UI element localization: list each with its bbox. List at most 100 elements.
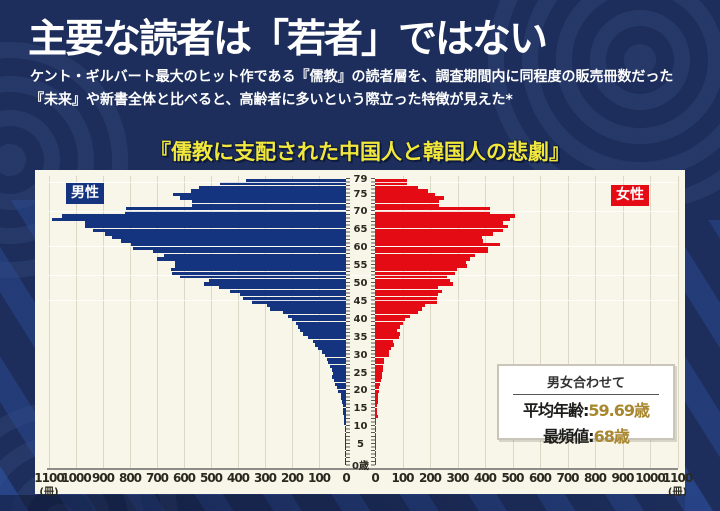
male-bar-age-58 xyxy=(164,253,346,257)
female-bar-age-13 xyxy=(375,414,378,419)
diagonal-stripes-right-edge xyxy=(685,220,720,511)
gridline-left-400 xyxy=(238,176,239,468)
gridline-left-200 xyxy=(292,176,293,468)
male-bar-age-38 xyxy=(298,325,346,329)
female-bar-age-14 xyxy=(375,411,377,415)
female-bar-age-47 xyxy=(375,293,439,297)
x-label-right-600: 600 xyxy=(528,471,552,485)
x-unit-right: (冊) xyxy=(667,487,688,498)
age-label-0: 0歳 xyxy=(352,461,369,472)
male-bar-age-65 xyxy=(93,228,346,232)
age-label-40: 40 xyxy=(353,313,368,325)
x-label-left-1000: 1000 xyxy=(61,471,91,485)
female-bar-age-77 xyxy=(375,185,419,189)
gridline-right-600 xyxy=(540,176,541,468)
male-bar-age-10 xyxy=(344,425,346,429)
female-bar-age-45 xyxy=(375,300,437,304)
x-label-left-300: 300 xyxy=(253,471,277,485)
female-bar-age-33 xyxy=(375,343,395,347)
x-label-left-600: 600 xyxy=(172,471,196,485)
male-bar-age-36 xyxy=(303,332,346,336)
female-bar-age-67 xyxy=(375,221,504,225)
male-bar-age-74 xyxy=(180,196,346,200)
female-bar-age-48 xyxy=(375,289,442,293)
female-bar-age-68 xyxy=(375,217,511,222)
female-bar-age-2 xyxy=(375,454,376,458)
male-bar-age-7 xyxy=(344,436,346,440)
female-bar-age-51 xyxy=(375,278,451,283)
gridline-right-200 xyxy=(430,176,431,468)
x-label-right-900: 900 xyxy=(611,471,634,485)
male-bar-age-28 xyxy=(328,361,346,365)
female-bar-age-6 xyxy=(375,439,376,444)
white-separator-78.5 xyxy=(49,181,678,183)
gridline-left-1100 xyxy=(49,176,50,468)
bottom-shade xyxy=(0,495,720,511)
x-label-left-500: 500 xyxy=(199,471,223,485)
white-separator-70.5 xyxy=(49,210,678,212)
male-bar-age-5 xyxy=(345,443,346,447)
male-bar-age-16 xyxy=(342,404,346,408)
female-bar-age-50 xyxy=(375,282,454,286)
female-bar-age-43 xyxy=(375,307,422,311)
age-label-35: 35 xyxy=(353,331,368,343)
female-bar-age-62 xyxy=(375,239,484,243)
male-bar-age-23 xyxy=(334,379,346,383)
female-bar-age-26 xyxy=(375,368,383,372)
gridline-left-700 xyxy=(157,176,158,468)
female-bar-age-31 xyxy=(375,350,390,354)
lead-paragraph: ケント・ギルバート最大のヒット作である『儒教』の読者層を、調査期間内に同程度の販… xyxy=(30,66,706,112)
female-bar-age-28 xyxy=(375,361,385,365)
male-bar-age-21 xyxy=(337,386,346,390)
male-bar-age-22 xyxy=(335,382,346,386)
age-label-79: 79 xyxy=(353,174,368,186)
male-bar-age-13 xyxy=(343,414,346,419)
x-label-left-800: 800 xyxy=(118,471,142,485)
male-bar-age-42 xyxy=(283,310,346,315)
gridline-right-700 xyxy=(567,176,569,468)
x-label-left-400: 400 xyxy=(226,471,250,485)
female-bar-age-24 xyxy=(375,375,382,379)
male-bar-age-12 xyxy=(344,418,346,422)
female-bar-age-39 xyxy=(375,321,404,326)
male-bar-age-8 xyxy=(344,432,346,436)
gridline-left-300 xyxy=(265,176,266,468)
male-bar-age-67 xyxy=(84,221,346,225)
page-title: 主要な読者は「若者」ではない xyxy=(28,17,548,62)
female-bar-age-16 xyxy=(375,404,378,408)
male-bar-age-70 xyxy=(125,210,346,215)
female-bar-age-15 xyxy=(375,407,378,411)
male-bar-age-11 xyxy=(344,421,346,426)
male-bar-age-33 xyxy=(314,343,346,347)
x-label-right-1000: 1000 xyxy=(635,471,665,485)
male-bar-age-18 xyxy=(341,396,346,401)
summary-average-value: 59.69歳 xyxy=(588,401,650,420)
female-bar-age-23 xyxy=(375,379,381,383)
gridline-left-900 xyxy=(103,176,104,468)
age-label-25: 25 xyxy=(353,367,368,379)
female-bar-age-61 xyxy=(375,242,501,247)
female-bar-age-70 xyxy=(375,210,490,215)
female-bar-age-12 xyxy=(375,418,377,422)
summary-heading: 男女合わせて xyxy=(513,372,659,395)
gridline-right-1100 xyxy=(677,176,679,468)
female-bar-age-65 xyxy=(375,228,504,232)
female-bar-age-55 xyxy=(375,264,467,268)
male-bar-age-1 xyxy=(345,457,346,462)
summary-mode: 最頻値:68歳 xyxy=(499,423,673,447)
female-bar-age-8 xyxy=(375,432,376,436)
lead-line-2: 『未来』や新書全体と比べると、高齢者に多いという際立った特徴が見えた* xyxy=(30,92,513,108)
female-bar-age-59 xyxy=(375,250,489,254)
female-bar-age-27 xyxy=(375,364,383,368)
male-bar-age-73 xyxy=(191,200,346,204)
female-bar-age-78 xyxy=(375,182,407,186)
female-bar-age-52 xyxy=(375,275,448,279)
female-bar-age-54 xyxy=(375,268,457,272)
female-bar-age-46 xyxy=(375,296,437,300)
x-label-right-0: 0 xyxy=(371,471,379,485)
male-bar-age-15 xyxy=(342,407,346,411)
age-label-50: 50 xyxy=(353,278,368,289)
summary-mode-value: 68歳 xyxy=(593,427,630,446)
female-bar-age-19 xyxy=(375,393,379,397)
male-bar-age-62 xyxy=(120,239,346,243)
